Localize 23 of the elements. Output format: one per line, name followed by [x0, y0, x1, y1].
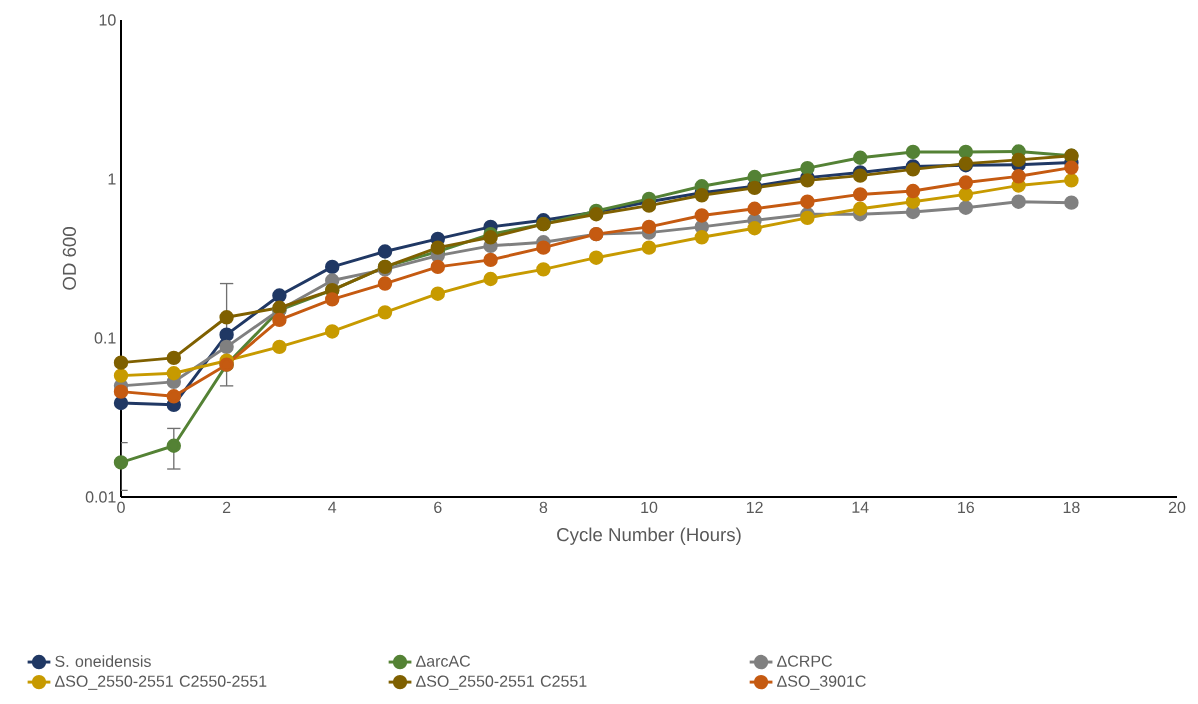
x-tick-label: 14	[852, 501, 869, 513]
x-tick-label: 20	[1168, 501, 1186, 514]
legend-label: ΔarcAC	[416, 655, 471, 667]
x-tick-label: 6	[434, 501, 442, 514]
x-tick-label: 8	[539, 501, 548, 514]
x-tick-label: 4	[328, 501, 337, 513]
x-tick-label: 10	[641, 501, 658, 514]
y-tick-label: 0.01	[85, 491, 116, 503]
x-tick-label: 2	[222, 501, 231, 513]
legend-label: S. oneidensis	[55, 655, 151, 667]
x-tick-label: 16	[958, 501, 974, 514]
x-tick-label: 18	[1063, 501, 1080, 514]
legend-label: ΔCRPC	[777, 655, 832, 667]
legend-label: ΔSO_2550-2551 C2551	[416, 675, 587, 690]
y-tick-label: 10	[99, 14, 116, 26]
x-tick-label: 0	[117, 501, 125, 514]
y-tick-label: 1	[108, 173, 116, 185]
x-axis-title: Cycle Number (Hours)	[557, 527, 741, 545]
y-axis-title: OD 600	[62, 227, 77, 290]
y-tick-label: 0.1	[94, 332, 116, 344]
legend-label: ΔSO_2550-2551 C2550-2551	[55, 675, 267, 690]
x-tick-label: 12	[746, 501, 763, 513]
legend-label: ΔSO_3901C	[777, 675, 866, 690]
